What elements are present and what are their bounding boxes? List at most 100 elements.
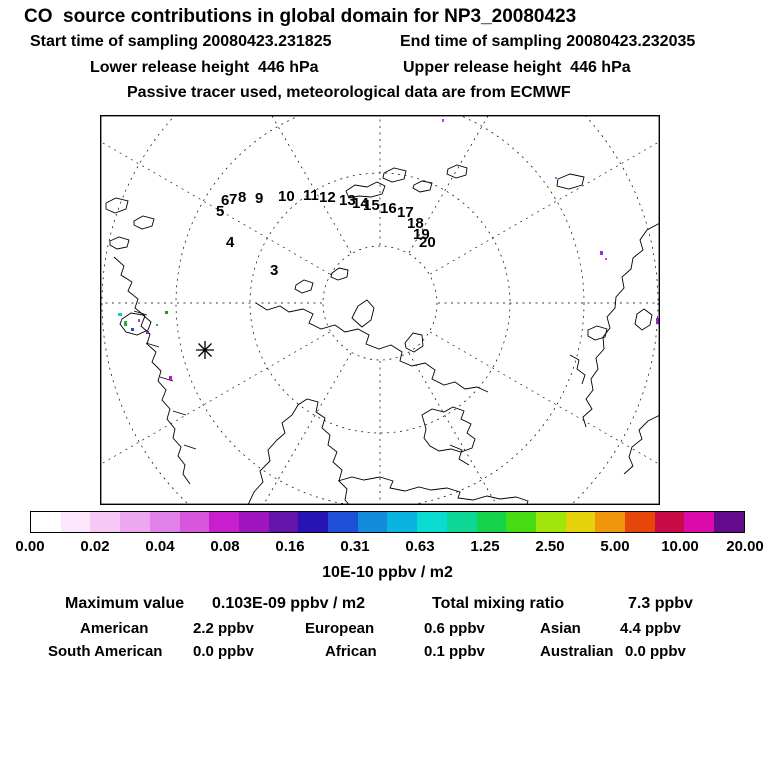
maximum-value: 0.103E-09 ppbv / m2: [212, 595, 365, 612]
trajectory-number: 17: [397, 204, 414, 221]
hotspot: [156, 324, 158, 326]
lower-release-height: Lower release height 446 hPa: [90, 59, 319, 76]
colorbar-segment: [535, 512, 566, 532]
trajectory-number: 12: [319, 189, 336, 206]
region-label-asian: Asian: [540, 620, 581, 637]
colorbar-tick: 10.00: [661, 538, 699, 555]
trajectory-number: 16: [380, 200, 397, 217]
colorbar-segment: [654, 512, 685, 532]
colorbar-tick: 0.04: [145, 538, 175, 555]
hotspot: [605, 258, 607, 260]
colorbar-segment: [387, 512, 418, 532]
hotspot: [118, 313, 122, 316]
trajectory-number: 14: [352, 195, 369, 212]
colorbar-segment: [684, 512, 715, 532]
colorbar-tick: 0.02: [80, 538, 110, 555]
colorbar-segment: [328, 512, 358, 532]
region-label-american: American: [80, 620, 149, 637]
colorbar-tick: 2.50: [535, 538, 565, 555]
trajectory-number: 18: [407, 215, 424, 232]
total-mixing-ratio-label: Total mixing ratio: [432, 595, 565, 612]
meridian-line: [430, 87, 753, 275]
region-label-south-american: South American: [48, 643, 163, 660]
region-value-asian: 4.4 ppbv: [620, 620, 681, 637]
hotspot: [138, 319, 140, 322]
trajectory-number: 3: [270, 262, 278, 279]
hotspot: [146, 331, 149, 334]
colorbar-segment: [417, 512, 447, 532]
colorbar-tick: 0.31: [340, 538, 370, 555]
colorbar-segment: [31, 512, 61, 532]
colorbar-tick: 5.00: [600, 538, 630, 555]
region-value-australian: 0.0 ppbv: [625, 643, 686, 660]
latitude-circle: [322, 245, 438, 361]
trajectory-number: 8: [238, 189, 246, 206]
meridian-line: [408, 353, 596, 676]
trajectory-number: 6: [221, 192, 229, 209]
region-value-south-american: 0.0 ppbv: [193, 643, 254, 660]
region-label-european: European: [305, 620, 375, 637]
total-mixing-ratio-value: 7.3 ppbv: [628, 595, 693, 612]
region-label-african: African: [325, 643, 377, 660]
colorbar-segment: [298, 512, 329, 532]
meridian-line: [7, 87, 330, 275]
sampling-end-time: End time of sampling 20080423.232035: [400, 33, 696, 50]
maximum-value-label: Maximum value: [65, 595, 185, 612]
colorbar-segment: [506, 512, 536, 532]
trajectory-number: 7: [229, 191, 237, 208]
release-point-marker: [196, 341, 214, 359]
upper-release-height: Upper release height 446 hPa: [403, 59, 631, 76]
region-label-australian: Australian: [540, 643, 614, 660]
trajectory-number: 10: [278, 188, 295, 205]
colorbar-units-label: 10E-10 ppbv / m2: [322, 564, 453, 581]
trajectory-number: 11: [303, 187, 319, 204]
latitude-circle: [249, 172, 511, 434]
colorbar-tick: 1.25: [470, 538, 500, 555]
colorbar-tick: 0.16: [275, 538, 305, 555]
colorbar-segment: [595, 512, 626, 532]
colorbar-segment: [179, 512, 210, 532]
map-frame: [99, 114, 660, 506]
hotspot: [555, 177, 557, 179]
coastlines: [105, 164, 661, 550]
meridian-line: [430, 331, 753, 519]
concentration-hotspots: [118, 119, 659, 380]
tracer-info: Passive tracer used, meteorological data…: [127, 84, 571, 101]
colorbar-tick: 0.00: [15, 538, 45, 555]
region-value-african: 0.1 ppbv: [424, 643, 485, 660]
colorbar-segment: [268, 512, 299, 532]
colorbar: [30, 511, 745, 533]
region-value-european: 0.6 ppbv: [424, 620, 485, 637]
colorbar-tick: 0.63: [405, 538, 435, 555]
colorbar-segment: [446, 512, 477, 532]
trajectory-number: 15: [363, 197, 380, 214]
colorbar-segment: [238, 512, 269, 532]
hotspot: [442, 119, 444, 122]
meridian-line: [408, 0, 556, 253]
sampling-start-time: Start time of sampling 20080423.231825: [30, 33, 332, 50]
meridian-line: [7, 331, 330, 519]
trajectory-number: 20: [419, 234, 436, 251]
meridian-line: [204, 0, 352, 253]
hotspot: [165, 311, 168, 314]
trajectory-number: 4: [226, 234, 235, 251]
plot-title: CO source contributions in global domain…: [24, 6, 577, 27]
hotspot: [131, 328, 134, 331]
colorbar-ticks: 0.00 0.02 0.04 0.08 0.16 0.31 0.63 1.25 2.50 5.00…: [15, 538, 763, 558]
colorbar-tick: 0.08: [210, 538, 240, 555]
hotspot: [600, 251, 603, 255]
colorbar-segment: [60, 512, 91, 532]
colorbar-segment: [149, 512, 180, 532]
trajectory-number: 9: [255, 190, 263, 207]
map-panel: 3 4 5 6 7 8 9 10 11 12 13 14 15 16 17 18 19 20: [0, 0, 768, 733]
trajectory-number: 13: [339, 192, 356, 209]
colorbar-segment: [357, 512, 388, 532]
colorbar-segment: [625, 512, 655, 532]
region-value-american: 2.2 ppbv: [193, 620, 254, 637]
hotspot: [124, 321, 127, 326]
colorbar-segment: [120, 512, 150, 532]
colorbar-segment: [714, 512, 744, 532]
